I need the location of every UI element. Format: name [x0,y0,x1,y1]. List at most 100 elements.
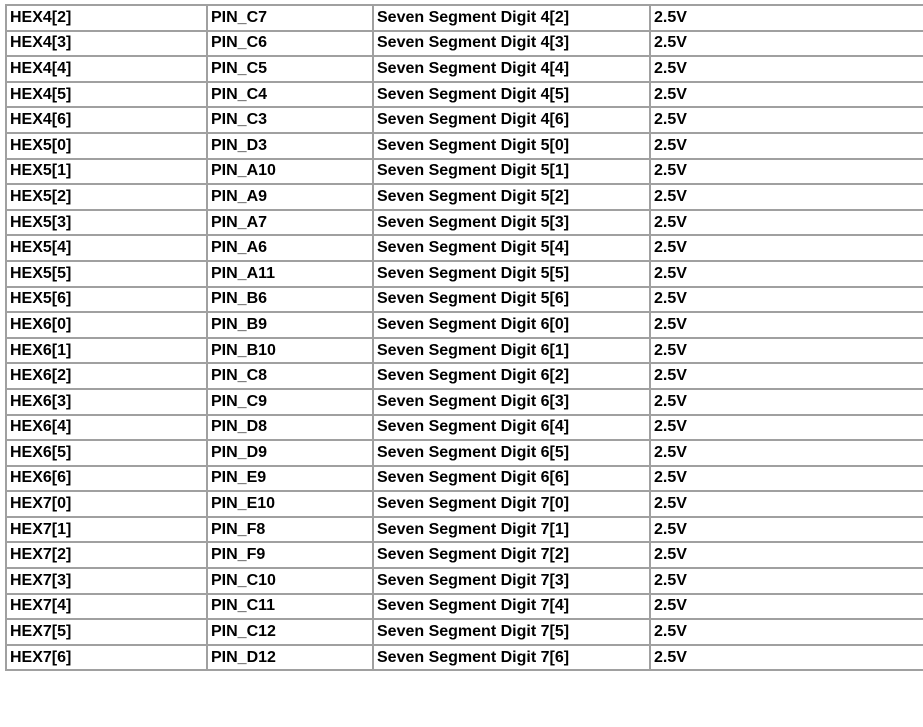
table-row: HEX5[5] PIN_A11 Seven Segment Digit 5[5] 2.… [5,259,923,288]
signal-name-cell: HEX6[4] [5,413,208,442]
description-cell: Seven Segment Digit 7[1] [372,515,651,544]
description-cell: Seven Segment Digit 5[2] [372,183,651,211]
io-standard-cell: 2.5V [649,362,923,390]
table-row: HEX7[6] PIN_D12 Seven Segment Digit 7[6] 2.… [5,643,923,672]
description-cell: Seven Segment Digit 6[3] [372,387,651,416]
fpga-pin-cell: PIN_C7 [206,4,374,32]
description-cell: Seven Segment Digit 6[6] [372,464,651,493]
description-cell: Seven Segment Digit 6[2] [372,362,651,390]
description-cell: Seven Segment Digit 4[2] [372,4,651,32]
io-standard-cell: 2.5V [649,336,923,365]
description-cell: Seven Segment Digit 6[1] [372,336,651,365]
fpga-pin-cell: PIN_B9 [206,311,374,339]
io-standard-cell: 2.5V [649,4,923,32]
io-standard-cell: 2.5V [649,413,923,442]
description-cell: Seven Segment Digit 7[0] [372,490,651,518]
io-standard-cell: 2.5V [649,464,923,493]
description-cell: Seven Segment Digit 5[6] [372,285,651,314]
table-row: HEX4[3] PIN_C6 Seven Segment Digit 4[3] 2.5… [5,29,923,58]
signal-name-cell: HEX5[2] [5,183,208,211]
signal-name-cell: HEX5[3] [5,208,208,237]
signal-name-cell: HEX7[4] [5,592,208,621]
fpga-pin-cell: PIN_C6 [206,29,374,58]
io-standard-cell: 2.5V [649,567,923,595]
table-row: HEX4[2] PIN_C7 Seven Segment Digit 4[2] 2.5… [5,4,923,32]
pin-table-body: HEX4[2] PIN_C7 Seven Segment Digit 4[2] 2.5… [5,4,923,672]
fpga-pin-cell: PIN_C8 [206,362,374,390]
fpga-pin-cell: PIN_B6 [206,285,374,314]
io-standard-cell: 2.5V [649,643,923,672]
fpga-pin-cell: PIN_C11 [206,592,374,621]
signal-name-cell: HEX7[2] [5,541,208,570]
description-cell: Seven Segment Digit 5[4] [372,234,651,262]
fpga-pin-cell: PIN_D12 [206,643,374,672]
fpga-pin-cell: PIN_D8 [206,413,374,442]
signal-name-cell: HEX7[3] [5,567,208,595]
fpga-pin-cell: PIN_A11 [206,259,374,288]
description-cell: Seven Segment Digit 6[0] [372,311,651,339]
signal-name-cell: HEX7[0] [5,490,208,518]
description-cell: Seven Segment Digit 5[3] [372,208,651,237]
description-cell: Seven Segment Digit 4[6] [372,106,651,134]
fpga-pin-cell: PIN_E9 [206,464,374,493]
table-row: HEX7[3] PIN_C10 Seven Segment Digit 7[3] 2.… [5,567,923,595]
table-row: HEX7[5] PIN_C12 Seven Segment Digit 7[5] 2.… [5,618,923,646]
signal-name-cell: HEX6[1] [5,336,208,365]
pin-assignment-table: HEX4[2] PIN_C7 Seven Segment Digit 4[2] 2.5… [5,4,923,672]
table-row: HEX6[2] PIN_C8 Seven Segment Digit 6[2] 2.5… [5,362,923,390]
io-standard-cell: 2.5V [649,80,923,109]
table-row: HEX5[2] PIN_A9 Seven Segment Digit 5[2] 2.5… [5,183,923,211]
signal-name-cell: HEX5[0] [5,131,208,160]
signal-name-cell: HEX4[4] [5,55,208,83]
fpga-pin-cell: PIN_D9 [206,439,374,467]
fpga-pin-cell: PIN_C9 [206,387,374,416]
signal-name-cell: HEX7[5] [5,618,208,646]
io-standard-cell: 2.5V [649,515,923,544]
description-cell: Seven Segment Digit 5[1] [372,157,651,186]
description-cell: Seven Segment Digit 4[5] [372,80,651,109]
table-row: HEX6[3] PIN_C9 Seven Segment Digit 6[3] 2.5… [5,387,923,416]
signal-name-cell: HEX4[2] [5,4,208,32]
table-row: HEX6[1] PIN_B10 Seven Segment Digit 6[1] 2.… [5,336,923,365]
table-row: HEX6[4] PIN_D8 Seven Segment Digit 6[4] 2.5… [5,413,923,442]
description-cell: Seven Segment Digit 6[5] [372,439,651,467]
description-cell: Seven Segment Digit 7[5] [372,618,651,646]
table-row: HEX5[4] PIN_A6 Seven Segment Digit 5[4] 2.5… [5,234,923,262]
fpga-pin-cell: PIN_A6 [206,234,374,262]
io-standard-cell: 2.5V [649,592,923,621]
io-standard-cell: 2.5V [649,490,923,518]
io-standard-cell: 2.5V [649,234,923,262]
table-row: HEX4[5] PIN_C4 Seven Segment Digit 4[5] 2.5… [5,80,923,109]
io-standard-cell: 2.5V [649,311,923,339]
table-row: HEX6[6] PIN_E9 Seven Segment Digit 6[6] 2.5… [5,464,923,493]
signal-name-cell: HEX6[6] [5,464,208,493]
fpga-pin-cell: PIN_D3 [206,131,374,160]
fpga-pin-cell: PIN_F8 [206,515,374,544]
description-cell: Seven Segment Digit 5[0] [372,131,651,160]
signal-name-cell: HEX6[2] [5,362,208,390]
description-cell: Seven Segment Digit 7[2] [372,541,651,570]
io-standard-cell: 2.5V [649,106,923,134]
table-row: HEX4[6] PIN_C3 Seven Segment Digit 4[6] 2.5… [5,106,923,134]
fpga-pin-cell: PIN_F9 [206,541,374,570]
signal-name-cell: HEX5[5] [5,259,208,288]
signal-name-cell: HEX5[1] [5,157,208,186]
table-row: HEX7[1] PIN_F8 Seven Segment Digit 7[1] 2.5… [5,515,923,544]
io-standard-cell: 2.5V [649,157,923,186]
fpga-pin-cell: PIN_A9 [206,183,374,211]
fpga-pin-cell: PIN_C10 [206,567,374,595]
io-standard-cell: 2.5V [649,285,923,314]
io-standard-cell: 2.5V [649,541,923,570]
io-standard-cell: 2.5V [649,131,923,160]
io-standard-cell: 2.5V [649,183,923,211]
fpga-pin-cell: PIN_C5 [206,55,374,83]
table-row: HEX6[0] PIN_B9 Seven Segment Digit 6[0] 2.5… [5,311,923,339]
signal-name-cell: HEX5[4] [5,234,208,262]
description-cell: Seven Segment Digit 7[6] [372,643,651,672]
description-cell: Seven Segment Digit 4[4] [372,55,651,83]
description-cell: Seven Segment Digit 4[3] [372,29,651,58]
description-cell: Seven Segment Digit 7[4] [372,592,651,621]
table-row: HEX5[1] PIN_A10 Seven Segment Digit 5[1] 2.… [5,157,923,186]
signal-name-cell: HEX4[5] [5,80,208,109]
signal-name-cell: HEX4[3] [5,29,208,58]
